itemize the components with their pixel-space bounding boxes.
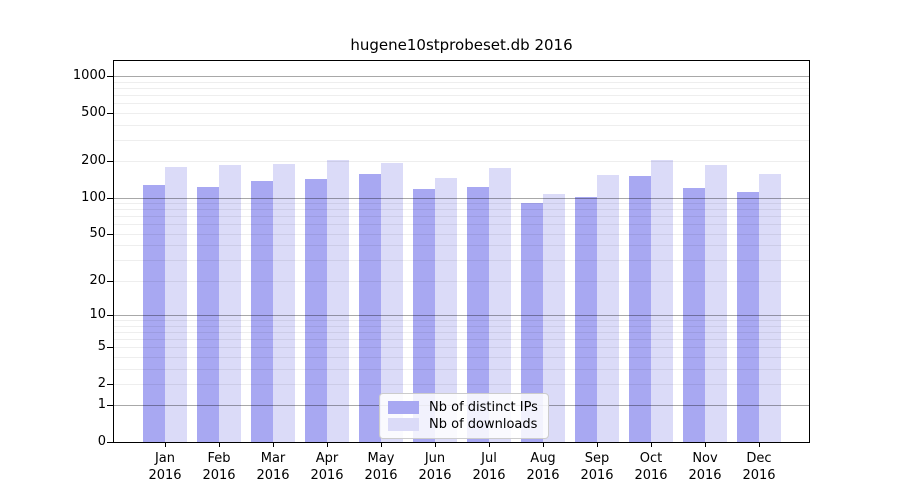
- major-gridline: [114, 198, 809, 199]
- x-axis-tick: [435, 442, 436, 447]
- x-axis-tick: [597, 442, 598, 447]
- minor-gridline: [114, 82, 809, 83]
- y-axis-tick-label: 1000: [26, 68, 106, 84]
- x-axis-tick-label: Oct 2016: [621, 450, 681, 484]
- minor-gridline: [114, 113, 809, 114]
- y-axis-tick: [107, 384, 113, 385]
- x-axis-tick-label: Apr 2016: [297, 450, 357, 484]
- minor-gridline: [114, 161, 809, 162]
- x-axis-tick-label: Mar 2016: [243, 450, 303, 484]
- minor-gridline: [114, 125, 809, 126]
- minor-gridline: [114, 103, 809, 104]
- y-axis-tick-label: 100: [26, 190, 106, 206]
- major-gridline: [114, 76, 809, 77]
- y-axis-tick-label: 20: [26, 273, 106, 289]
- x-axis-tick-label: Jul 2016: [459, 450, 519, 484]
- minor-gridline: [114, 95, 809, 96]
- x-axis-tick-label: May 2016: [351, 450, 411, 484]
- x-axis-tick: [219, 442, 220, 447]
- legend-swatch-distinct-ips: [388, 401, 419, 414]
- legend-label-distinct-ips: Nb of distinct IPs: [429, 400, 538, 415]
- y-axis-tick-label: 500: [26, 105, 106, 121]
- minor-gridline: [114, 347, 809, 348]
- minor-gridline: [114, 88, 809, 89]
- x-axis-tick: [759, 442, 760, 447]
- x-axis-tick-label: Nov 2016: [675, 450, 735, 484]
- plot-area: 01251020501002005001000Jan 2016Feb 2016M…: [113, 60, 810, 443]
- x-axis-tick: [651, 442, 652, 447]
- x-axis-tick: [705, 442, 706, 447]
- y-axis-tick-label: 200: [26, 153, 106, 169]
- y-axis-tick: [107, 113, 113, 114]
- x-axis-tick: [165, 442, 166, 447]
- legend: Nb of distinct IPs Nb of downloads: [379, 393, 549, 439]
- minor-gridline: [114, 203, 809, 204]
- x-axis-tick-label: Dec 2016: [729, 450, 789, 484]
- legend-row-distinct-ips: Nb of distinct IPs: [388, 399, 540, 416]
- y-axis-tick: [107, 405, 113, 406]
- y-axis-tick-label: 0: [26, 434, 106, 450]
- legend-row-downloads: Nb of downloads: [388, 416, 540, 433]
- x-axis-tick: [381, 442, 382, 447]
- y-axis-tick: [107, 161, 113, 162]
- minor-gridline: [114, 281, 809, 282]
- minor-gridline: [114, 260, 809, 261]
- grid-layer: 01251020501002005001000Jan 2016Feb 2016M…: [114, 61, 809, 442]
- x-axis-tick: [543, 442, 544, 447]
- y-axis-tick-label: 5: [26, 339, 106, 355]
- y-axis-tick: [107, 442, 113, 443]
- x-axis-tick-label: Jan 2016: [135, 450, 195, 484]
- minor-gridline: [114, 369, 809, 370]
- legend-label-downloads: Nb of downloads: [429, 417, 537, 432]
- y-axis-tick: [107, 198, 113, 199]
- x-axis-tick-label: Feb 2016: [189, 450, 249, 484]
- y-axis-tick-label: 10: [26, 307, 106, 323]
- y-axis-tick-label: 1: [26, 397, 106, 413]
- x-axis-tick: [273, 442, 274, 447]
- minor-gridline: [114, 224, 809, 225]
- download-stats-chart: hugene10stprobeset.db 2016 0125102050100…: [0, 0, 900, 500]
- minor-gridline: [114, 326, 809, 327]
- x-axis-tick: [327, 442, 328, 447]
- y-axis-tick: [107, 281, 113, 282]
- y-axis-tick: [107, 347, 113, 348]
- minor-gridline: [114, 339, 809, 340]
- minor-gridline: [114, 332, 809, 333]
- x-axis-tick-label: Sep 2016: [567, 450, 627, 484]
- minor-gridline: [114, 384, 809, 385]
- y-axis-tick-label: 2: [26, 376, 106, 392]
- minor-gridline: [114, 216, 809, 217]
- x-axis-tick-label: Jun 2016: [405, 450, 465, 484]
- minor-gridline: [114, 209, 809, 210]
- y-axis-tick-label: 50: [26, 226, 106, 242]
- minor-gridline: [114, 234, 809, 235]
- minor-gridline: [114, 245, 809, 246]
- chart-title: hugene10stprobeset.db 2016: [113, 36, 810, 54]
- x-axis-tick: [489, 442, 490, 447]
- legend-swatch-downloads: [388, 418, 419, 431]
- y-axis-tick: [107, 234, 113, 235]
- major-gridline: [114, 315, 809, 316]
- y-axis-tick: [107, 315, 113, 316]
- y-axis-tick: [107, 76, 113, 77]
- x-axis-tick-label: Aug 2016: [513, 450, 573, 484]
- minor-gridline: [114, 357, 809, 358]
- minor-gridline: [114, 320, 809, 321]
- minor-gridline: [114, 140, 809, 141]
